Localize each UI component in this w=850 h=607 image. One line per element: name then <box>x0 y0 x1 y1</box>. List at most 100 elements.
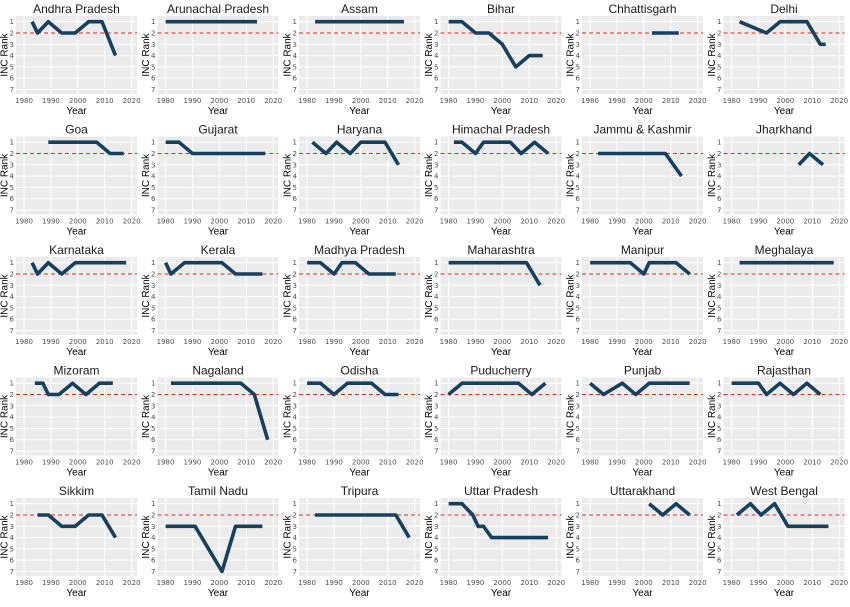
plot-background <box>16 498 137 576</box>
y-tick-label: 6 <box>434 75 439 83</box>
y-tick-label: 2 <box>717 270 721 278</box>
rank-series-line <box>588 381 690 397</box>
x-tick-label: 2020 <box>547 338 565 346</box>
y-tick-label: 1 <box>576 259 580 267</box>
x-tick-label: 2000 <box>776 218 794 226</box>
y-axis-label: INC Rank <box>566 394 577 438</box>
x-tick-label: 1990 <box>325 459 343 467</box>
x-tick-label: 1980 <box>723 97 741 105</box>
panel-title: Kerala <box>201 243 236 257</box>
y-tick-label: 6 <box>576 195 581 203</box>
y-tick-label: 6 <box>576 75 581 83</box>
x-tick-label: 2000 <box>776 579 794 587</box>
panel-chhattisgarh: Chhattisgarh 1980 1990 2000 2010 2020 1 2 3 4 5 6 7 Y… <box>566 2 707 117</box>
y-tick-label: 6 <box>10 436 15 444</box>
y-tick-label: 2 <box>293 511 297 519</box>
x-tick-label: 1990 <box>750 97 768 105</box>
y-tick-label: 3 <box>434 41 438 49</box>
y-tick-label: 2 <box>717 150 721 158</box>
rank-series-line <box>165 524 263 574</box>
rank-series-line <box>448 19 543 69</box>
x-tick-label: 2020 <box>264 97 282 105</box>
y-tick-label: 6 <box>293 316 298 324</box>
y-tick-label: 7 <box>717 568 721 576</box>
x-tick-label: 2010 <box>662 579 680 587</box>
x-tick-label: 2000 <box>69 97 87 105</box>
x-tick-label: 1980 <box>15 218 33 226</box>
y-tick-label: 6 <box>717 195 722 203</box>
x-tick-label: 2010 <box>662 97 680 105</box>
x-axis-label: Year <box>349 106 370 117</box>
panel-title: Assam <box>341 2 378 16</box>
y-tick-label: 4 <box>434 414 439 422</box>
x-tick-label: 2020 <box>547 218 565 226</box>
panel-puducherry: Puducherry 1980 1990 2000 2010 2020 1 2 3 4 5 6 7 Yea… <box>424 364 565 479</box>
x-tick-label: 2020 <box>547 579 565 587</box>
y-tick-label: 7 <box>10 447 14 455</box>
y-tick-label: 2 <box>293 29 297 37</box>
y-axis-label: INC Rank <box>707 273 718 317</box>
y-tick-label: 2 <box>576 391 580 399</box>
plot-background <box>440 16 562 94</box>
y-tick-label: 5 <box>151 425 155 433</box>
x-axis-label: Year <box>66 347 87 358</box>
y-tick-label: 4 <box>293 293 298 301</box>
y-tick-label: 3 <box>576 523 580 531</box>
plot-background <box>723 136 845 215</box>
y-tick-label: 6 <box>10 316 15 324</box>
y-tick-label: 7 <box>717 206 721 214</box>
y-tick-label: 5 <box>151 184 155 192</box>
y-axis-label: INC Rank <box>0 153 11 197</box>
y-tick-label: 1 <box>434 18 438 26</box>
rank-series-line <box>648 501 691 517</box>
x-tick-label: 2000 <box>210 579 228 587</box>
y-tick-label: 7 <box>434 327 438 335</box>
y-axis-label: INC Rank <box>141 514 152 558</box>
x-tick-label: 1980 <box>298 218 316 226</box>
y-tick-label: 5 <box>434 184 438 192</box>
y-tick-label: 4 <box>576 534 581 542</box>
plot-background <box>157 136 279 215</box>
x-tick-label: 2000 <box>352 459 370 467</box>
x-axis-label: Year <box>66 106 87 117</box>
x-tick-label: 2010 <box>803 579 821 587</box>
y-tick-label: 5 <box>10 184 14 192</box>
y-axis-label: INC Rank <box>424 153 435 197</box>
y-axis-label: INC Rank <box>141 153 152 197</box>
y-tick-label: 4 <box>10 173 15 181</box>
panel-title: Nagaland <box>192 364 243 378</box>
y-tick-label: 3 <box>10 41 14 49</box>
y-tick-label: 5 <box>293 545 297 553</box>
y-tick-label: 3 <box>151 161 155 169</box>
y-tick-label: 4 <box>434 534 439 542</box>
y-tick-label: 3 <box>151 41 155 49</box>
y-tick-label: 1 <box>151 380 155 388</box>
y-tick-label: 3 <box>293 523 297 531</box>
y-tick-label: 1 <box>10 500 14 508</box>
x-tick-label: 2010 <box>96 218 114 226</box>
panel-tamil-nadu: Tamil Nadu 1980 1990 2000 2010 2020 1 2 3 4 5 6 7 Yea… <box>141 484 282 599</box>
plot-background <box>157 16 279 94</box>
panel-title: Sikkim <box>59 484 94 498</box>
x-tick-label: 1980 <box>157 579 175 587</box>
y-axis-label: INC Rank <box>0 394 11 438</box>
y-tick-label: 5 <box>10 63 14 71</box>
y-tick-label: 7 <box>151 447 155 455</box>
y-tick-label: 6 <box>434 195 439 203</box>
y-tick-label: 5 <box>151 63 155 71</box>
y-tick-label: 5 <box>717 545 721 553</box>
panel-title: Uttar Pradesh <box>464 484 538 498</box>
rank-series-line <box>453 140 550 156</box>
rank-series-line <box>30 260 127 276</box>
panel-madhya-pradesh: Madhya Pradesh 1980 1990 2000 2010 2020 1 2 3 4 5 6… <box>283 243 424 358</box>
y-tick-label: 5 <box>576 545 580 553</box>
x-tick-label: 2020 <box>830 218 848 226</box>
x-axis-label: Year <box>632 468 653 479</box>
plot-background <box>16 136 137 215</box>
y-tick-label: 1 <box>434 259 438 267</box>
panel-uttarakhand: Uttarakhand 1980 1990 2000 2010 2020 1 2 3 4 5 6 7 Ye… <box>566 484 707 599</box>
y-tick-label: 1 <box>434 380 438 388</box>
x-tick-label: 2010 <box>803 338 821 346</box>
x-axis-label: Year <box>208 468 229 479</box>
x-axis-label: Year <box>632 227 653 238</box>
